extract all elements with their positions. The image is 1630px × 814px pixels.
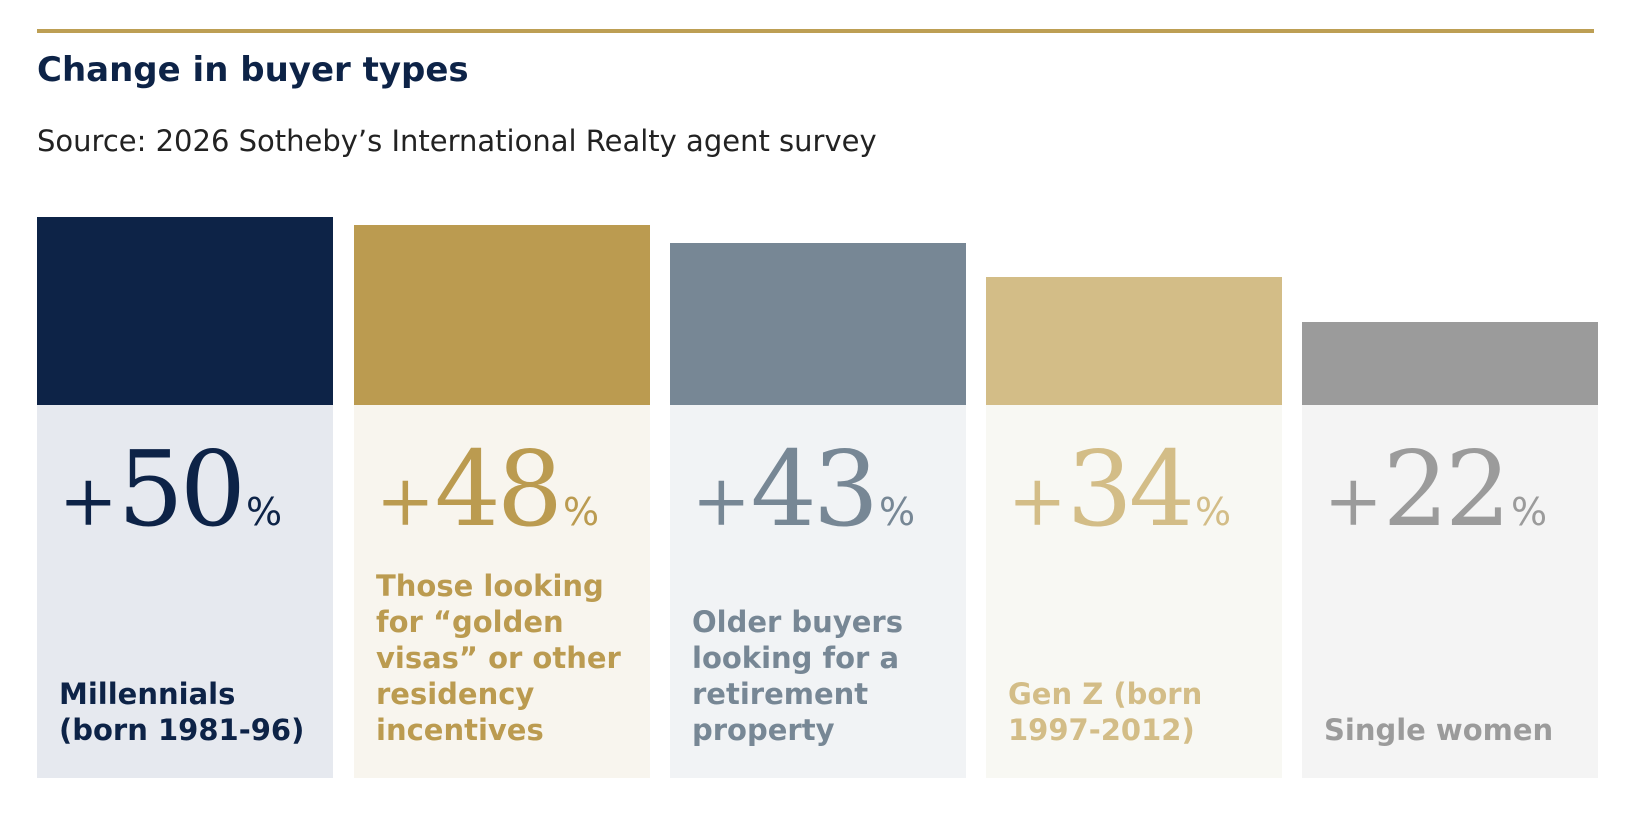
data-label: +48% <box>376 437 599 541</box>
data-label-sign: + <box>692 460 751 542</box>
data-label-number: 34 <box>1066 428 1195 550</box>
chart-subtitle: Source: 2026 Sotheby’s International Rea… <box>37 124 877 158</box>
data-label-number: 43 <box>750 428 879 550</box>
data-label-number: 48 <box>434 428 563 550</box>
label-panel: +34% Gen Z (born 1997-2012) <box>986 405 1282 778</box>
label-panel: +50% Millennials (born 1981-96) <box>37 405 333 778</box>
data-label-unit: % <box>879 490 916 534</box>
category-label: Those looking for “golden visas” or othe… <box>376 569 621 747</box>
bar <box>354 225 650 405</box>
bar <box>37 217 333 405</box>
data-label-unit: % <box>1511 490 1548 534</box>
bar-column: +22% Single women <box>1302 0 1598 778</box>
data-label-sign: + <box>1008 460 1067 542</box>
label-panel: +48% Those looking for “golden visas” or … <box>354 405 650 778</box>
bar-column: +34% Gen Z (born 1997-2012) <box>986 0 1282 778</box>
data-label-number: 22 <box>1382 428 1511 550</box>
data-label-sign: + <box>1324 460 1383 542</box>
category-label: Gen Z (born 1997-2012) <box>1008 677 1203 747</box>
bar-column: +48% Those looking for “golden visas” or … <box>354 0 650 778</box>
category-label: Single women <box>1324 713 1554 747</box>
data-label-unit: % <box>563 490 600 534</box>
data-label-unit: % <box>1195 490 1232 534</box>
label-panel: +22% Single women <box>1302 405 1598 778</box>
category-label: Millennials (born 1981-96) <box>59 677 305 747</box>
data-label: +34% <box>1008 437 1231 541</box>
data-label: +43% <box>692 437 915 541</box>
bar <box>670 243 966 405</box>
category-label: Older buyers looking for a retirement pr… <box>692 605 903 747</box>
bar <box>986 277 1282 405</box>
data-label-sign: + <box>59 460 118 542</box>
bar-column: +43% Older buyers looking for a retiremen… <box>670 0 966 778</box>
bar <box>1302 322 1598 405</box>
chart-title: Change in buyer types <box>37 50 469 90</box>
accent-rule <box>37 29 1594 33</box>
label-panel: +43% Older buyers looking for a retiremen… <box>670 405 966 778</box>
data-label: +50% <box>59 437 282 541</box>
data-label: +22% <box>1324 437 1547 541</box>
data-label-unit: % <box>246 490 283 534</box>
bar-column: +50% Millennials (born 1981-96) <box>37 0 333 778</box>
data-label-number: 50 <box>117 428 246 550</box>
data-label-sign: + <box>376 460 435 542</box>
